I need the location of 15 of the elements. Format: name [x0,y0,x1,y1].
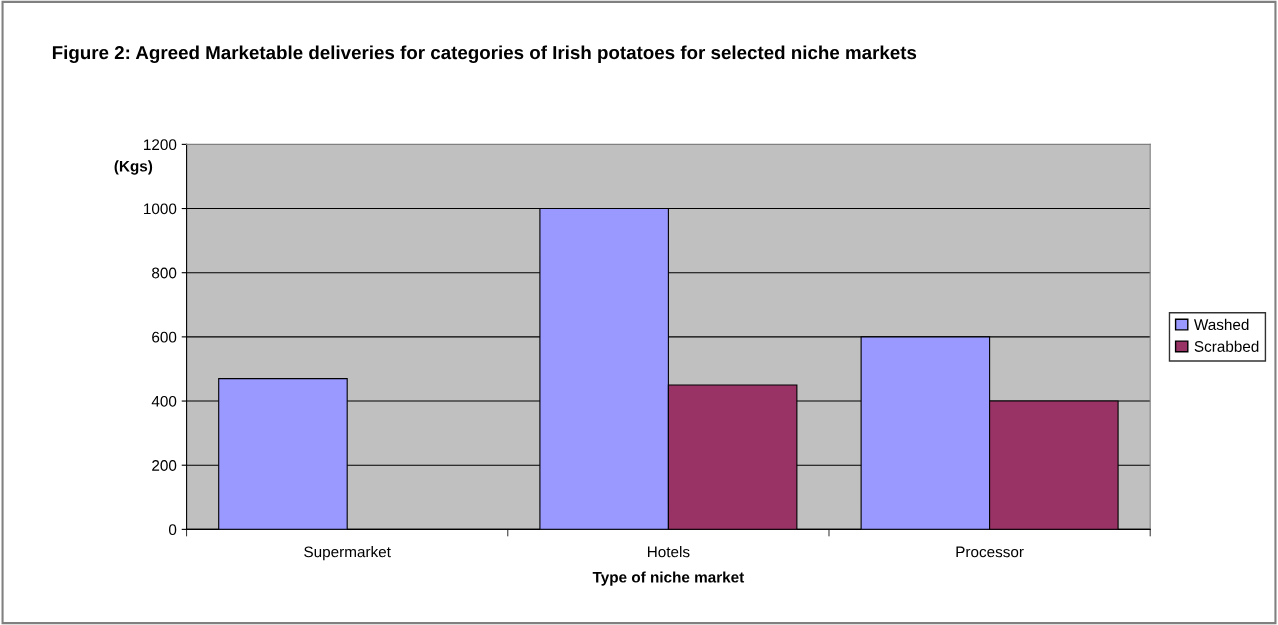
legend-label: Scrabbed [1194,340,1259,352]
y-tick-label: 200 [152,460,177,471]
y-tick-label: 1000 [144,203,177,215]
y-tick-label: 600 [152,331,177,343]
x-tick-label: Hotels [648,546,690,558]
legend-label: Washed [1193,318,1249,331]
chart-title: Figure 2: Agreed Marketable deliveries for categories of Irish potatoes for selected niche markets [52,45,917,64]
y-axis-title: (Kgs) [114,160,153,175]
x-axis-title: Type of niche market [592,571,745,586]
y-tick-label: 800 [152,267,177,279]
y-tick-label: 1200 [144,139,177,151]
x-tick-label: Processor [956,546,1024,558]
x-tick-label: Supermarket [304,546,391,561]
y-tick-label: 400 [151,395,177,407]
y-tick-label: 0 [168,524,177,536]
